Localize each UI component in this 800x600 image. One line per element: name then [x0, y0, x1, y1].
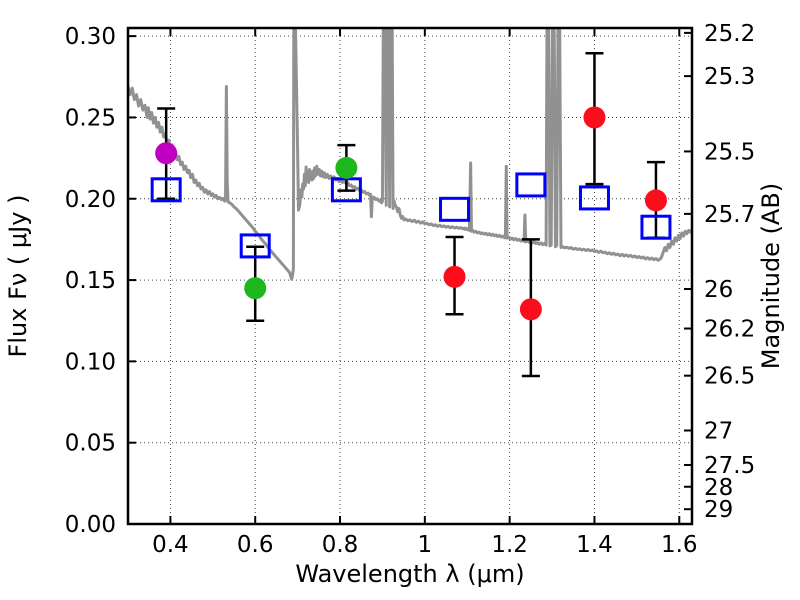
- svg-text:Magnitude (AB): Magnitude (AB): [757, 183, 785, 369]
- x-axis-tick-labels: 0.4 0.6 0.8 1 1.2 1.4 1.6: [152, 532, 697, 558]
- data-point-circle: [644, 189, 667, 212]
- y-tick-label: 0.10: [65, 349, 116, 375]
- data-point-circle: [583, 106, 606, 129]
- x-tick-label: 0.4: [152, 532, 189, 558]
- y-tick-label: 0.05: [65, 431, 116, 457]
- y-tick-label: 0.00: [65, 512, 116, 538]
- x-axis-title: Wavelength λ (μm): [295, 560, 524, 588]
- y-axis-tick-labels: 0.00 0.05 0.10 0.15 0.20 0.25 0.30: [65, 24, 116, 538]
- y-tick-label: 0.25: [65, 105, 116, 131]
- right-tick-label: 25.7: [704, 202, 755, 228]
- data-point-circle: [443, 265, 466, 288]
- model-photometry-squares: [150, 172, 672, 259]
- right-tick-label: 26.5: [704, 364, 755, 390]
- model-point-square: [515, 172, 547, 198]
- model-point-square: [439, 196, 471, 222]
- x-tick-label: 1.6: [661, 532, 698, 558]
- x-tick-label: 1.2: [491, 532, 528, 558]
- model-point-square: [578, 185, 610, 211]
- y-tick-label: 0.15: [65, 268, 116, 294]
- y-tick-label: 0.20: [65, 187, 116, 213]
- x-tick-label: 0.6: [237, 532, 274, 558]
- model-point-square: [239, 233, 271, 259]
- svg-text:Wavelength λ (μm): Wavelength λ (μm): [295, 560, 524, 588]
- right-tick-label: 28: [704, 475, 733, 501]
- x-axis-title-text: Wavelength λ (μm): [295, 560, 524, 588]
- data-point-circle: [244, 277, 267, 300]
- y-axis-title-text: Flux Fν ( μJy ): [4, 195, 32, 358]
- model-point-square: [150, 177, 182, 203]
- y-axis-ticks: [128, 35, 136, 525]
- right-axis-title: Magnitude (AB): [757, 183, 785, 369]
- y-axis-title: Flux Fν ( μJy ): [4, 195, 32, 358]
- x-tick-label: 1: [418, 532, 433, 558]
- x-axis-ticks: [169, 28, 681, 524]
- right-tick-label: 29: [704, 497, 733, 523]
- right-tick-label: 27.5: [704, 453, 755, 479]
- x-tick-label: 1.4: [576, 532, 613, 558]
- data-point-circle: [155, 142, 178, 165]
- observed-photometry-points: [155, 106, 667, 321]
- right-axis-ticks: [684, 31, 692, 511]
- right-tick-label: 25.3: [704, 64, 755, 90]
- plot-area-background: [128, 28, 692, 524]
- model-point-square: [640, 214, 672, 240]
- data-point-circle: [335, 156, 358, 179]
- right-tick-label: 26.2: [704, 317, 755, 343]
- svg-text:Flux Fν ( μJy ): Flux Fν ( μJy ): [4, 195, 32, 358]
- model-spectrum-curve: [128, 28, 692, 281]
- right-tick-label: 25.2: [704, 21, 755, 47]
- y-tick-label: 0.30: [65, 24, 116, 50]
- right-axis-title-text: Magnitude (AB): [757, 183, 785, 369]
- right-tick-label: 25.5: [704, 139, 755, 165]
- data-point-circle: [519, 298, 542, 321]
- axes-frame: [126, 26, 694, 526]
- right-tick-label: 26: [704, 277, 733, 303]
- x-tick-label: 0.8: [322, 532, 359, 558]
- right-tick-label: 27: [704, 418, 733, 444]
